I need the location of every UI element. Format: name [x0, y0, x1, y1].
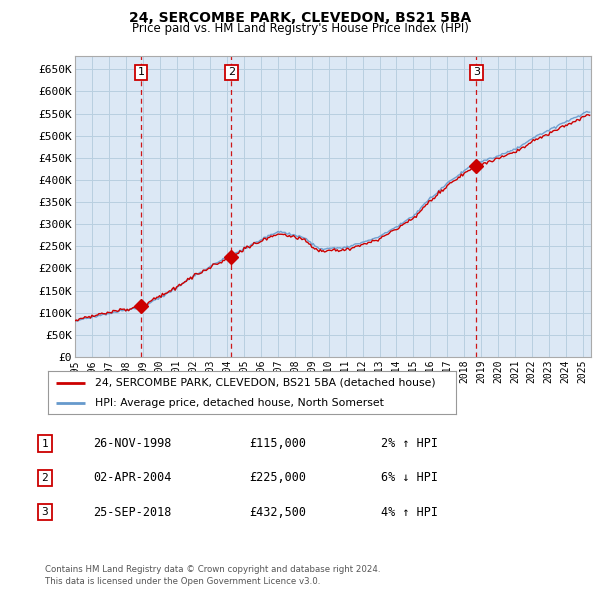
Text: 24, SERCOMBE PARK, CLEVEDON, BS21 5BA: 24, SERCOMBE PARK, CLEVEDON, BS21 5BA [129, 11, 471, 25]
Text: £115,000: £115,000 [249, 437, 306, 450]
Text: 4% ↑ HPI: 4% ↑ HPI [381, 506, 438, 519]
Text: 1: 1 [41, 439, 49, 448]
Text: 02-APR-2004: 02-APR-2004 [93, 471, 172, 484]
Text: 25-SEP-2018: 25-SEP-2018 [93, 506, 172, 519]
Text: Contains HM Land Registry data © Crown copyright and database right 2024.: Contains HM Land Registry data © Crown c… [45, 565, 380, 573]
Text: HPI: Average price, detached house, North Somerset: HPI: Average price, detached house, Nort… [95, 398, 384, 408]
Text: 24, SERCOMBE PARK, CLEVEDON, BS21 5BA (detached house): 24, SERCOMBE PARK, CLEVEDON, BS21 5BA (d… [95, 378, 436, 388]
Text: 1: 1 [137, 67, 145, 77]
Text: 2: 2 [41, 473, 49, 483]
Text: 2: 2 [228, 67, 235, 77]
Text: 26-NOV-1998: 26-NOV-1998 [93, 437, 172, 450]
Text: This data is licensed under the Open Government Licence v3.0.: This data is licensed under the Open Gov… [45, 577, 320, 586]
Text: £432,500: £432,500 [249, 506, 306, 519]
Text: Price paid vs. HM Land Registry's House Price Index (HPI): Price paid vs. HM Land Registry's House … [131, 22, 469, 35]
Text: 3: 3 [473, 67, 480, 77]
Text: 3: 3 [41, 507, 49, 517]
Text: 6% ↓ HPI: 6% ↓ HPI [381, 471, 438, 484]
Text: £225,000: £225,000 [249, 471, 306, 484]
Text: 2% ↑ HPI: 2% ↑ HPI [381, 437, 438, 450]
